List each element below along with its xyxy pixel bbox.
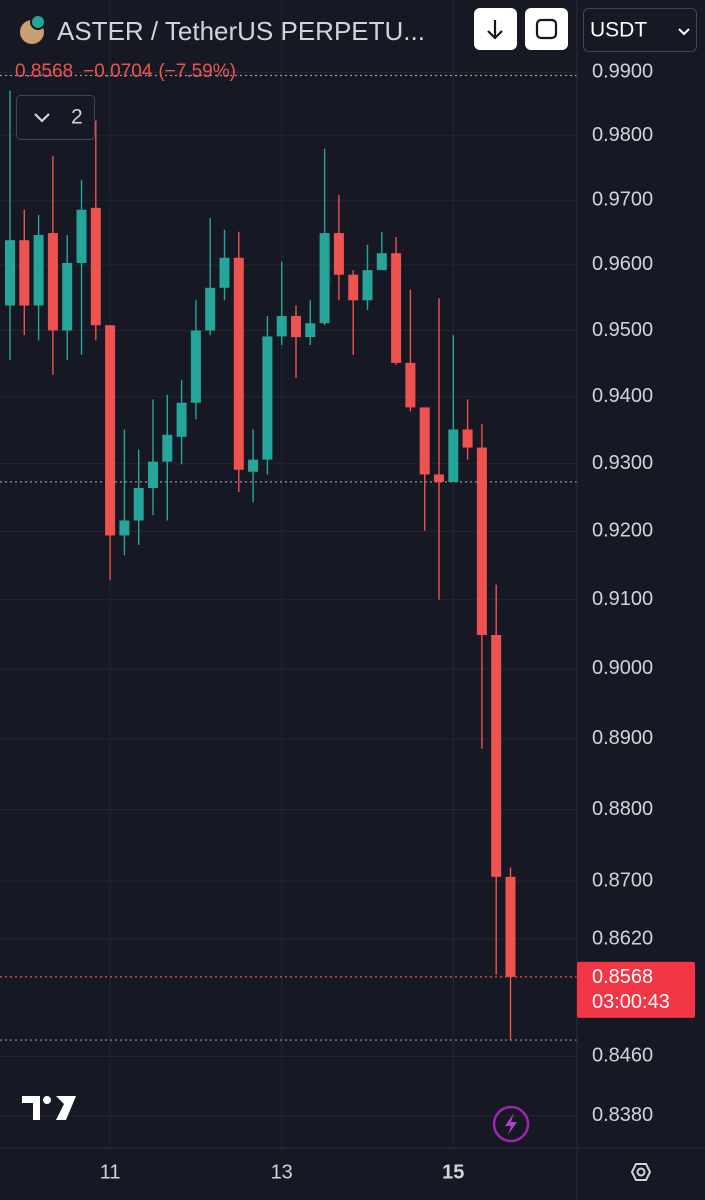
y-tick-label: 0.8800 [592,798,653,820]
lightning-icon [505,1113,517,1135]
last-price: 0.8568 [15,61,73,82]
candle-body [362,270,373,301]
price-change: −0.0704 [83,61,153,82]
candle-body [491,634,502,877]
candle-body [148,461,158,488]
x-tick-label: 15 [442,1161,464,1183]
currency-label: USDT [590,19,647,42]
symbol-title: ASTER / TetherUS PERPETU... [57,16,425,46]
candle-body [47,233,58,331]
y-tick-label: 0.9100 [592,588,653,610]
candle-body [319,233,330,324]
candle-body [76,209,87,263]
indicator-toggle[interactable] [16,95,95,140]
price-axis: 0.9900 0.9800 0.9700 0.9600 0.9500 0.9400 0.93… [577,61,695,1126]
y-tick-label: 0.8900 [592,727,653,749]
y-tick-label: 0.9200 [592,520,653,542]
y-tick-label: 0.9600 [592,253,653,275]
candle-body [205,287,216,331]
candle-body [19,240,30,306]
candle-body [376,253,387,271]
candle-body [119,520,130,536]
time-axis: 11 13 15 [100,1161,465,1183]
y-tick-label: 0.8620 [592,927,653,949]
last-price-box [577,961,695,1018]
lightning-button[interactable] [492,1105,530,1143]
candle-body [90,207,101,326]
candle-body [33,235,44,306]
candle-body [276,316,287,337]
layout-button[interactable] [525,8,568,50]
price-summary: 0.8568 −0.0704 (−7.59%) [15,61,236,82]
layout-icon [535,18,558,40]
candle-body [348,274,359,301]
tv-logo [22,1096,76,1120]
candle-body [291,316,301,338]
y-tick-label: 0.9800 [592,124,653,146]
y-tick-label: 0.8700 [592,869,653,891]
candle-body [62,262,73,331]
y-tick-label: 0.9000 [592,657,653,679]
x-tick-label: 11 [100,1161,121,1183]
candle-body [133,487,144,521]
candle-body [162,434,173,462]
y-tick-label: 0.9900 [592,61,653,83]
candle-body [405,362,416,408]
candle-body [5,240,15,306]
exchange-logo [30,14,46,30]
last-price-label: 0.8568 [592,966,653,988]
settings-button[interactable] [630,1163,652,1181]
chevron-icon [34,113,50,123]
candle-body [476,447,487,635]
y-tick-label: 0.9700 [592,188,653,210]
y-tick-label: 0.8380 [592,1104,653,1126]
candle-body [262,336,273,460]
candle-body [233,257,244,470]
logo-part [22,1096,40,1120]
y-tick-label: 0.9300 [592,452,653,474]
x-tick-label: 13 [271,1161,293,1183]
indicator-count: 2 [71,106,83,129]
candle-body [333,233,344,275]
chevron-icon [678,28,690,36]
candle-body [419,407,430,475]
candle-body [176,402,187,437]
candles [5,90,516,1041]
y-tick-label: 0.9500 [592,319,653,341]
candle-body [105,325,116,536]
candle-body [219,257,230,288]
candle-body [305,323,316,338]
candle-body [448,429,459,482]
logo-part [56,1096,76,1120]
y-tick-label: 0.8460 [592,1045,653,1067]
candle-body [391,253,402,363]
countdown-label: 03:00:43 [592,991,670,1013]
y-tick-label: 0.9400 [592,385,653,407]
candle-body [190,330,201,403]
settings-icon [636,1167,646,1177]
candle-body [505,876,516,977]
candle-body [248,459,259,472]
candle-body [434,474,444,482]
price-change-percent: (−7.59%) [158,61,236,82]
currency-dropdown[interactable] [583,8,697,52]
header: ASTER / TetherUS PERPETU... USDT 0.8568−… [15,8,697,140]
logo-part [43,1096,51,1104]
arrow-icon [487,20,503,40]
candle-body [462,429,473,448]
